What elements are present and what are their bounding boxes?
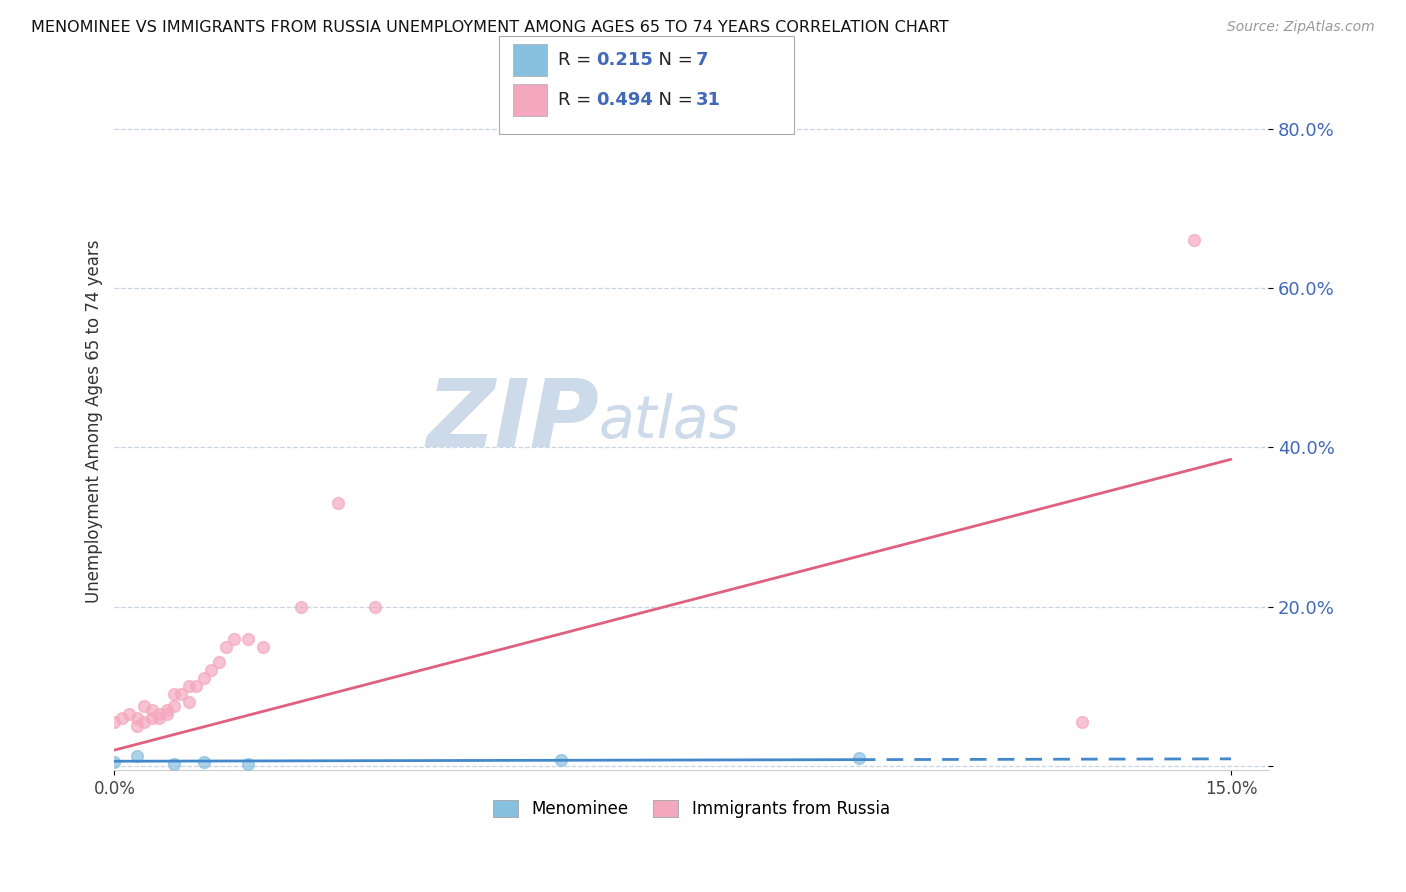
Text: R =: R = (558, 91, 598, 109)
Text: 0.494: 0.494 (596, 91, 652, 109)
Point (134, 699, 156, 714)
Point (364, 599, 387, 614)
Point (193, 755, 215, 769)
Point (103, 715, 125, 730)
Point (163, 757, 186, 772)
Text: R =: R = (558, 51, 598, 69)
Point (177, 695, 200, 709)
Point (148, 711, 170, 725)
Point (207, 656, 229, 670)
Point (290, 599, 312, 614)
Point (326, 496, 349, 510)
Point (200, 664, 222, 678)
Text: N =: N = (647, 51, 699, 69)
Point (103, 755, 125, 769)
Point (177, 679, 200, 693)
Text: 31: 31 (696, 91, 721, 109)
Point (1182, 233, 1205, 247)
Point (186, 679, 208, 693)
Point (238, 632, 260, 646)
Point (155, 703, 177, 717)
Point (141, 703, 163, 717)
Point (111, 711, 134, 725)
Point (848, 751, 870, 765)
Point (125, 711, 148, 725)
Point (1071, 715, 1094, 730)
Point (148, 707, 170, 722)
Point (193, 672, 215, 686)
Point (134, 715, 156, 730)
Point (118, 707, 141, 722)
Point (252, 640, 274, 654)
Legend: Menominee, Immigrants from Russia: Menominee, Immigrants from Russia (486, 793, 897, 824)
Text: atlas: atlas (599, 393, 740, 450)
Point (125, 749, 148, 764)
Point (222, 632, 245, 646)
Point (125, 719, 148, 733)
Point (163, 699, 186, 714)
Point (155, 707, 177, 722)
Point (170, 687, 193, 701)
Text: MENOMINEE VS IMMIGRANTS FROM RUSSIA UNEMPLOYMENT AMONG AGES 65 TO 74 YEARS CORRE: MENOMINEE VS IMMIGRANTS FROM RUSSIA UNEM… (31, 20, 949, 35)
Text: N =: N = (647, 91, 699, 109)
Text: Source: ZipAtlas.com: Source: ZipAtlas.com (1227, 20, 1375, 34)
Y-axis label: Unemployment Among Ages 65 to 74 years: Unemployment Among Ages 65 to 74 years (86, 240, 103, 603)
Text: ZIP: ZIP (426, 376, 599, 467)
Point (163, 687, 186, 701)
Text: 0.215: 0.215 (596, 51, 652, 69)
Point (215, 640, 238, 654)
Point (141, 711, 163, 725)
Point (550, 753, 572, 767)
Point (238, 756, 260, 771)
Text: 7: 7 (696, 51, 709, 69)
